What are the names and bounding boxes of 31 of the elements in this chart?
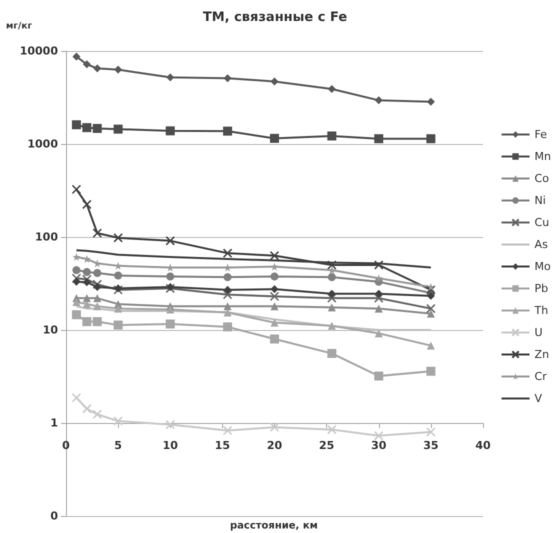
legend-label: Th [534,304,548,317]
legend-label: Mo [534,260,552,273]
x-tick-label: 35 [423,439,439,452]
y-tick-label: 10000 [20,44,58,58]
legend-label: Cu [534,216,550,229]
x-tick-label: 0 [62,439,70,452]
legend-label: Mn [534,150,552,163]
y-tick-label: 1 [50,416,58,430]
legend-label: Cr [534,370,548,383]
y-axis-title: мг/кг [6,22,32,32]
x-tick-label: 40 [475,439,491,452]
legend-label: U [534,326,543,339]
x-tick-label: 30 [371,439,387,452]
x-tick-label: 10 [162,439,178,452]
legend-label: Zn [534,348,550,361]
legend-label: Co [534,172,550,185]
x-tick-label: 5 [114,439,122,452]
x-tick-label: 15 [214,439,230,452]
y-tick-label: 0 [50,510,58,522]
chart-title: ТМ, связанные с Fe [202,10,348,25]
x-tick-label: 25 [318,439,334,452]
legend-label: Ni [534,194,546,207]
x-tick-label: 20 [266,439,282,452]
y-tick-label: 100 [35,230,58,244]
legend-label: Pb [534,282,548,295]
x-axis-title: расстояние, км [230,520,318,532]
legend-label: Fe [534,128,548,141]
y-tick-label: 1000 [27,138,58,150]
legend-label: As [534,238,548,251]
legend-label: V [534,392,543,405]
y-tick-label: 10 [42,324,58,336]
